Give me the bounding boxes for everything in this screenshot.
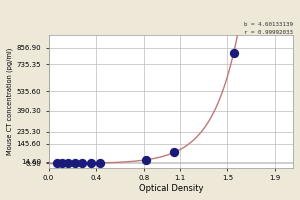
Point — [144, 158, 149, 161]
Point — [72, 162, 77, 165]
Point — [231, 52, 236, 55]
X-axis label: Optical Density: Optical Density — [139, 184, 203, 193]
Point — [98, 161, 103, 165]
Point — [88, 162, 93, 165]
Y-axis label: Mouse CT concentration (pg/ml): Mouse CT concentration (pg/ml) — [7, 48, 14, 155]
Text: b = 4.60133139: b = 4.60133139 — [244, 22, 293, 27]
Point — [172, 151, 177, 154]
Point — [65, 162, 70, 165]
Text: r = 0.99992033: r = 0.99992033 — [244, 30, 293, 35]
Point — [60, 162, 64, 165]
Point — [80, 162, 84, 165]
Point — [55, 162, 59, 165]
